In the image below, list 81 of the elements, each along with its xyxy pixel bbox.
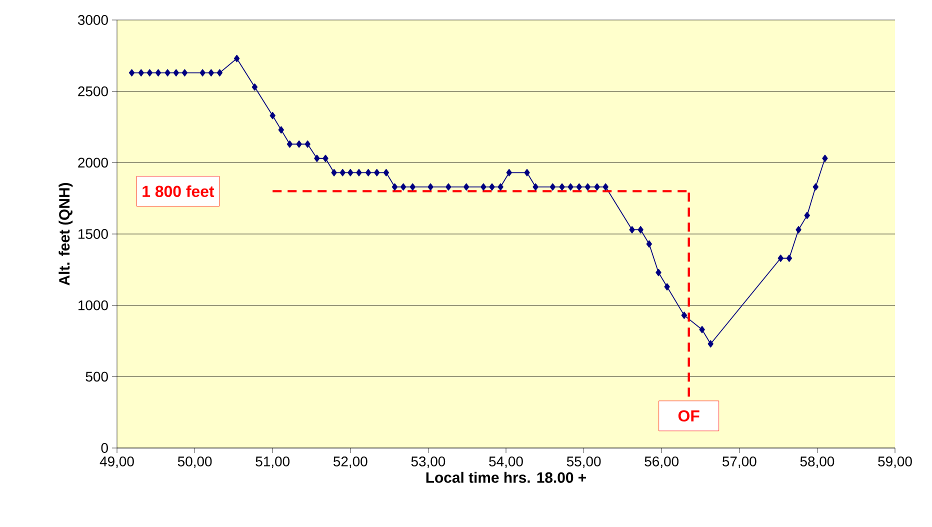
point bbox=[365, 169, 372, 176]
x-tick-label: 58,00 bbox=[800, 456, 834, 468]
point bbox=[278, 126, 284, 134]
x-tick-label: 57,00 bbox=[722, 456, 756, 468]
y-tick-label: 2000 bbox=[78, 158, 108, 168]
y-tick-label: 0 bbox=[101, 443, 108, 453]
point bbox=[138, 69, 144, 76]
x-tick-label: 55,00 bbox=[566, 456, 601, 468]
point bbox=[400, 183, 406, 191]
point bbox=[356, 169, 362, 176]
point bbox=[786, 254, 792, 262]
point bbox=[216, 69, 223, 76]
x-tick-label: 52,00 bbox=[334, 456, 368, 468]
ref-line-label: 1 800 feet bbox=[142, 185, 214, 198]
point bbox=[480, 183, 486, 191]
point bbox=[594, 183, 600, 191]
point bbox=[173, 69, 179, 76]
point bbox=[822, 154, 828, 162]
point bbox=[446, 183, 452, 191]
point bbox=[383, 169, 390, 176]
point bbox=[146, 69, 153, 76]
point bbox=[234, 54, 240, 62]
point bbox=[489, 183, 495, 191]
y-tick-label: 1500 bbox=[78, 229, 108, 239]
point bbox=[550, 183, 556, 191]
point bbox=[681, 312, 688, 319]
point bbox=[804, 212, 810, 220]
x-axis-title: Local time hrs. 18.00 + bbox=[426, 472, 586, 483]
point bbox=[524, 169, 530, 176]
point bbox=[796, 226, 802, 234]
ref-line-label: OF bbox=[678, 410, 700, 422]
point bbox=[314, 154, 320, 162]
y-tick-label: 2500 bbox=[78, 86, 108, 96]
point bbox=[778, 254, 784, 262]
point bbox=[629, 226, 635, 234]
point bbox=[638, 226, 644, 234]
point bbox=[208, 69, 214, 76]
point bbox=[322, 154, 328, 162]
point bbox=[252, 83, 258, 91]
point bbox=[304, 140, 310, 148]
point bbox=[699, 326, 705, 334]
point bbox=[348, 169, 354, 176]
point bbox=[498, 183, 504, 191]
point bbox=[374, 169, 380, 176]
point bbox=[532, 183, 538, 191]
x-tick-label: 59,00 bbox=[878, 456, 912, 468]
point bbox=[128, 69, 135, 76]
point bbox=[568, 183, 574, 191]
point bbox=[200, 69, 206, 76]
y-tick-label: 3000 bbox=[78, 15, 108, 25]
point bbox=[286, 140, 293, 148]
x-tick-label: 49,00 bbox=[100, 456, 134, 468]
point bbox=[392, 183, 398, 191]
x-tick-label: 54,00 bbox=[489, 456, 523, 468]
point bbox=[296, 140, 302, 148]
point bbox=[155, 69, 162, 76]
point bbox=[576, 183, 582, 191]
x-tick-label: 51,00 bbox=[256, 456, 290, 468]
x-tick-label: 50,00 bbox=[178, 456, 212, 468]
point bbox=[506, 169, 512, 176]
point bbox=[164, 69, 170, 76]
point bbox=[270, 112, 276, 120]
y-tick-label: 1000 bbox=[78, 300, 108, 310]
point bbox=[584, 183, 591, 191]
y-axis-title: Alt. feet (QNH) bbox=[58, 183, 73, 286]
point bbox=[428, 183, 434, 191]
x-tick-label: 56,00 bbox=[644, 456, 679, 468]
point bbox=[812, 183, 819, 191]
y-tick-label: 500 bbox=[86, 372, 108, 382]
point bbox=[646, 240, 652, 248]
point bbox=[463, 183, 470, 191]
point bbox=[410, 183, 416, 191]
point bbox=[664, 283, 670, 290]
x-tick-label: 53,00 bbox=[411, 456, 446, 468]
point bbox=[559, 183, 565, 191]
point bbox=[182, 69, 188, 76]
point bbox=[602, 183, 608, 191]
point bbox=[340, 169, 346, 176]
point bbox=[708, 340, 714, 348]
point bbox=[331, 169, 337, 176]
point bbox=[656, 268, 662, 276]
